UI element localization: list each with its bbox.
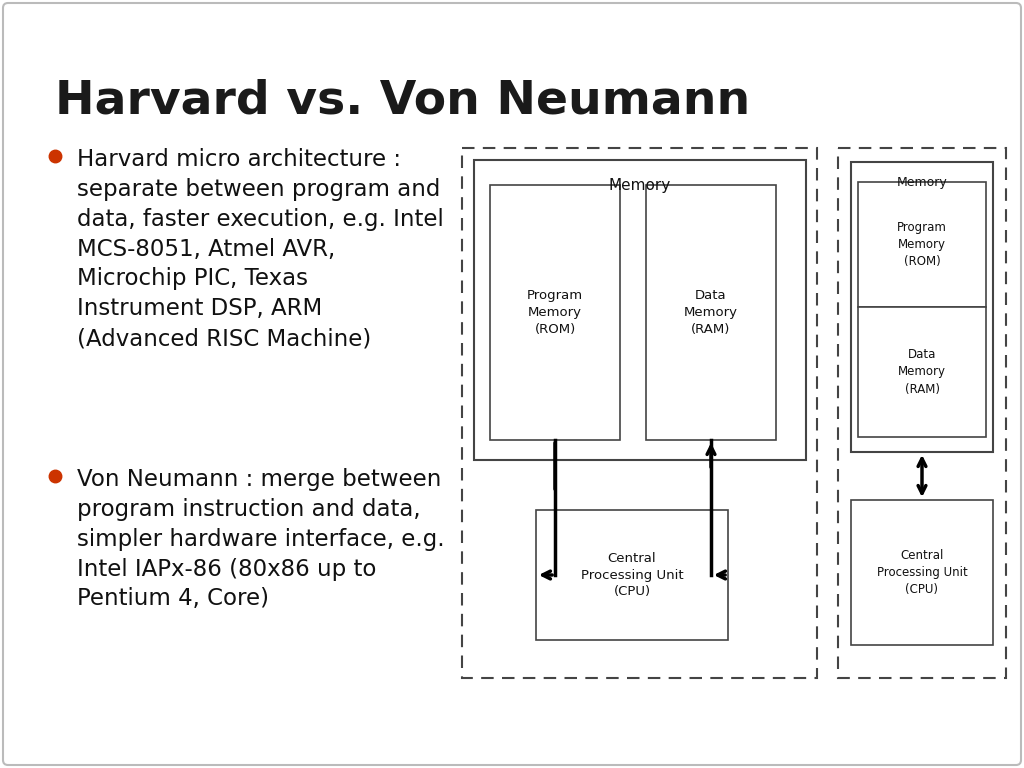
FancyBboxPatch shape	[3, 3, 1021, 765]
Text: Memory: Memory	[609, 178, 671, 193]
Bar	[490, 185, 620, 440]
Text: Harvard vs. Von Neumann: Harvard vs. Von Neumann	[55, 78, 751, 123]
Text: Central
Processing Unit
(CPU): Central Processing Unit (CPU)	[581, 551, 683, 598]
Bar	[858, 182, 986, 307]
Bar	[536, 510, 728, 640]
Text: Program
Memory
(ROM): Program Memory (ROM)	[897, 221, 947, 268]
Text: Memory: Memory	[897, 176, 947, 189]
Bar	[474, 160, 806, 460]
Bar	[851, 162, 993, 452]
Text: Harvard micro architecture :
separate between program and
data, faster execution: Harvard micro architecture : separate be…	[77, 148, 443, 350]
Text: Central
Processing Unit
(CPU): Central Processing Unit (CPU)	[877, 549, 968, 596]
Text: Von Neumann : merge between
program instruction and data,
simpler hardware inter: Von Neumann : merge between program inst…	[77, 468, 444, 611]
Text: Data
Memory
(RAM): Data Memory (RAM)	[898, 349, 946, 396]
Bar	[851, 500, 993, 645]
Bar	[858, 307, 986, 437]
Bar	[462, 148, 817, 678]
Bar	[838, 148, 1006, 678]
Text: Data
Memory
(RAM): Data Memory (RAM)	[684, 289, 738, 336]
Bar	[646, 185, 776, 440]
Text: Program
Memory
(ROM): Program Memory (ROM)	[527, 289, 583, 336]
